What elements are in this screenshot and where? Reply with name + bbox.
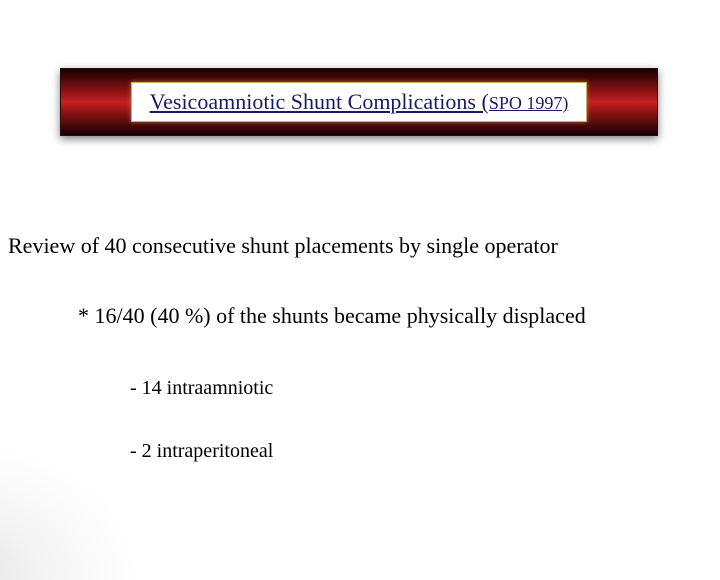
body-line-2: * 16/40 (40 %) of the shunts became phys… [78,302,586,331]
body-line-3: - 14 intraamniotic [130,375,273,401]
title-banner: Vesicoamniotic Shunt Complications (SPO … [60,68,658,136]
corner-decoration [0,440,140,580]
title-main-text: Vesicoamniotic Shunt Complications ( [150,89,489,114]
slide-title: Vesicoamniotic Shunt Complications (SPO … [150,89,569,115]
title-inner-box: Vesicoamniotic Shunt Complications (SPO … [131,82,588,122]
body-line-4: - 2 intraperitoneal [130,438,273,464]
body-line-1: Review of 40 consecutive shunt placement… [8,232,558,261]
title-small-text: SPO 1997) [489,93,569,113]
